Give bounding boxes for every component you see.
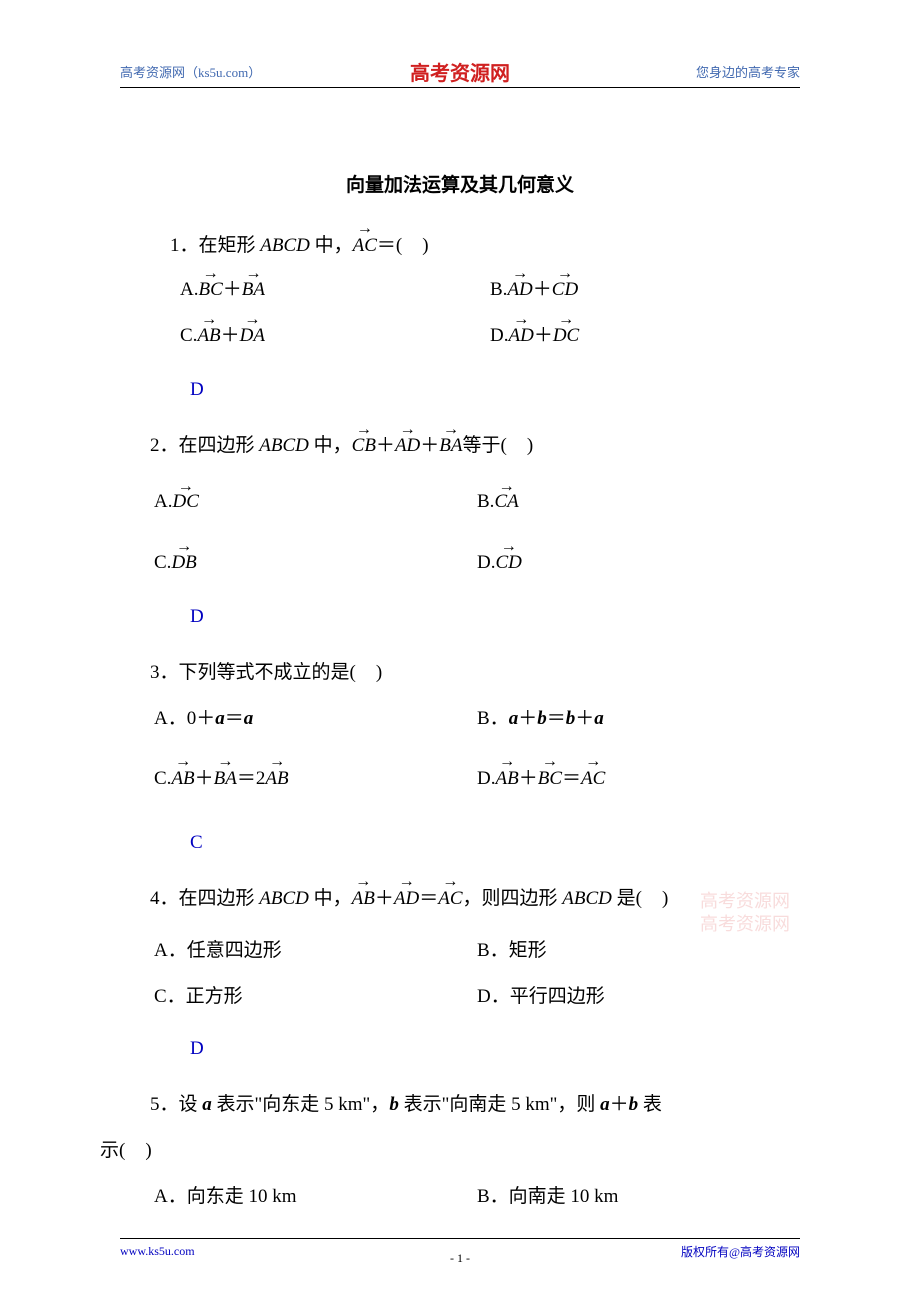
q1-options: A.BC＋BA B.AD＋CD C.AB＋DA D.AD＋DC <box>120 273 800 365</box>
q5-option-b: B．向南走 10 km <box>477 1178 800 1216</box>
q1-option-a: A.BC＋BA <box>180 273 490 307</box>
q4-option-c: C．正方形 <box>154 978 477 1016</box>
question-4: 4．在四边形 ABCD 中，AB＋AD＝AC，则四边形 ABCD 是() A．任… <box>120 880 800 1068</box>
q1-answer: D <box>120 371 800 409</box>
q4-stem: 4．在四边形 ABCD 中，AB＋AD＝AC，则四边形 ABCD 是() <box>120 880 800 918</box>
page-footer: www.ks5u.com - 1 - 版权所有@高考资源网 <box>120 1238 800 1260</box>
question-3: 3．下列等式不成立的是() A．0＋a＝a B．a＋b＝b＋a C.AB＋BA＝… <box>120 654 800 862</box>
watermark: 高考资源网 高考资源网 <box>700 890 790 937</box>
q4-option-d: D．平行四边形 <box>477 978 800 1016</box>
q4-option-a: A．任意四边形 <box>154 932 477 970</box>
q2-option-a: A.DC <box>154 485 477 519</box>
question-2: 2．在四边形 ABCD 中，CB＋AD＋BA等于() A.DC B.CA C.D… <box>120 427 800 635</box>
q1-option-c: C.AB＋DA <box>180 319 490 353</box>
document-title: 向量加法运算及其几何意义 <box>120 170 800 197</box>
q2-option-b: B.CA <box>477 485 800 519</box>
q2-options: A.DC B.CA C.DB D.CD <box>120 485 800 591</box>
q1-option-d: D.AD＋DC <box>490 319 800 353</box>
q1-option-b: B.AD＋CD <box>490 273 800 307</box>
q4-option-b: B．矩形 <box>477 932 800 970</box>
q2-stem: 2．在四边形 ABCD 中，CB＋AD＋BA等于() <box>120 427 800 465</box>
q3-option-d: D.AB＋BC＝AC <box>477 760 800 798</box>
q3-option-a: A．0＋a＝a <box>154 700 477 738</box>
q5-options: A．向东走 10 km B．向南走 10 km <box>120 1178 800 1224</box>
footer-right: 版权所有@高考资源网 <box>681 1243 800 1260</box>
page-header: 高考资源网（ks5u.com） 高考资源网 您身边的高考专家 <box>120 62 800 88</box>
header-right: 您身边的高考专家 <box>696 62 800 81</box>
q2-option-d: D.CD <box>477 546 800 580</box>
q4-options: A．任意四边形 B．矩形 C．正方形 D．平行四边形 <box>120 932 800 1024</box>
q3-option-c: C.AB＋BA＝2AB <box>154 760 477 798</box>
q3-options: A．0＋a＝a B．a＋b＝b＋a C.AB＋BA＝2AB D.AB＋BC＝AC <box>120 700 800 806</box>
q3-answer: C <box>120 824 800 862</box>
document-content: 向量加法运算及其几何意义 1．在矩形 ABCD 中，AC＝() A.BC＋BA … <box>120 170 800 1236</box>
question-5: 5．设 a 表示"向东走 5 km"，b 表示"向南走 5 km"，则 a＋b … <box>120 1086 800 1224</box>
footer-left: www.ks5u.com <box>120 1244 195 1259</box>
footer-page-number: - 1 - <box>450 1251 470 1266</box>
q5-stem-line2: 示() <box>100 1132 800 1170</box>
q4-answer: D <box>120 1030 800 1068</box>
q3-option-b: B．a＋b＝b＋a <box>477 700 800 738</box>
question-1: 1．在矩形 ABCD 中，AC＝() A.BC＋BA B.AD＋CD C.AB＋… <box>120 227 800 409</box>
header-left: 高考资源网（ks5u.com） <box>120 62 261 81</box>
q2-option-c: C.DB <box>154 546 477 580</box>
q2-answer: D <box>120 598 800 636</box>
q5-option-a: A．向东走 10 km <box>154 1178 477 1216</box>
header-center: 高考资源网 <box>410 57 510 86</box>
q5-stem-line1: 5．设 a 表示"向东走 5 km"，b 表示"向南走 5 km"，则 a＋b … <box>120 1086 800 1124</box>
q3-stem: 3．下列等式不成立的是() <box>120 654 800 692</box>
